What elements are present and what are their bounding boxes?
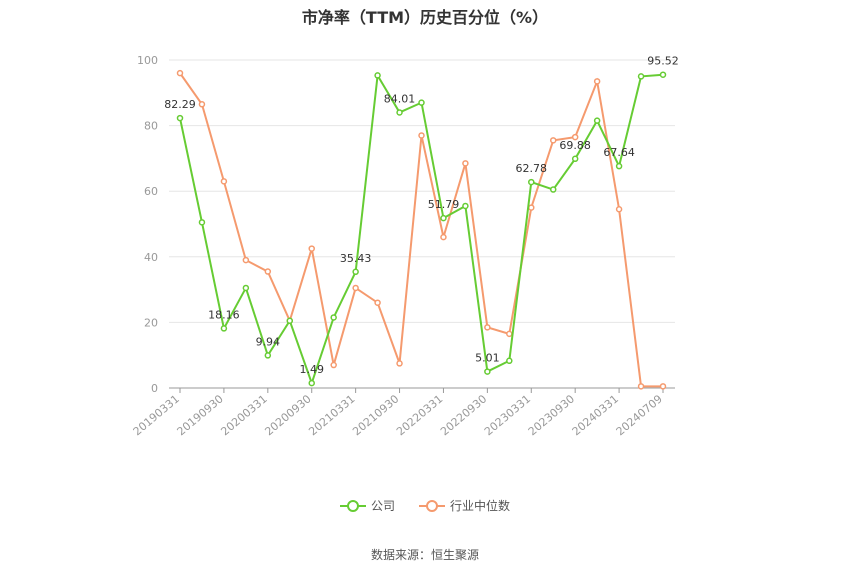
- x-tick-label: 20210331: [306, 392, 357, 438]
- data-point-company: [637, 73, 645, 80]
- y-tick-label: 0: [151, 382, 158, 395]
- legend-swatch-company: [339, 499, 366, 512]
- legend: 公司 行业中位数: [0, 497, 850, 514]
- data-point-company: [615, 162, 623, 170]
- y-tick-label: 100: [137, 54, 158, 67]
- data-point-company: [198, 219, 206, 226]
- x-tick-label: 20240709: [614, 392, 665, 438]
- data-label: 51.79: [428, 198, 460, 211]
- data-label: 95.52: [647, 55, 679, 68]
- data-label: 1.49: [299, 363, 324, 376]
- y-tick-label: 40: [144, 251, 158, 264]
- data-point-company: [330, 314, 337, 321]
- x-tick-label: 20230331: [482, 392, 533, 438]
- data-point-company: [220, 325, 228, 332]
- data-point-company: [528, 178, 535, 186]
- series-line-company: [179, 72, 664, 387]
- x-tick-label: 20240331: [570, 392, 621, 438]
- data-point-industry: [176, 69, 184, 77]
- data-label: 18.16: [208, 308, 240, 321]
- data-point-industry: [198, 101, 206, 108]
- legend-item-industry[interactable]: 行业中位数: [419, 497, 510, 514]
- chart-title: 市净率（TTM）历史百分位（%）: [301, 8, 549, 27]
- grid-lines: [169, 59, 675, 323]
- data-point-industry: [396, 360, 403, 367]
- x-tick-label: 20200331: [218, 392, 269, 438]
- data-point-company: [374, 72, 381, 79]
- data-point-industry: [615, 205, 623, 213]
- data-point-company: [593, 117, 601, 124]
- data-point-company: [264, 352, 272, 359]
- data-label: 9.94: [256, 335, 281, 348]
- data-point-company: [571, 155, 579, 163]
- x-tick-label: 20190331: [131, 392, 182, 438]
- data-point-industry: [352, 284, 359, 292]
- legend-swatch-industry: [419, 499, 445, 512]
- data-point-company: [176, 114, 184, 122]
- data-point-company: [484, 368, 491, 375]
- data-point-industry: [220, 178, 228, 185]
- data-point-company: [418, 99, 425, 106]
- legend-item-company[interactable]: 公司: [339, 497, 395, 514]
- data-point-industry: [462, 160, 469, 167]
- data-label: 67.64: [603, 146, 635, 159]
- x-tick-label: 20230930: [526, 392, 577, 438]
- data-point-company: [659, 71, 667, 78]
- data-point-industry: [659, 383, 667, 390]
- y-tick-label: 80: [144, 120, 158, 133]
- data-point-company: [549, 186, 557, 193]
- data-point-industry: [308, 245, 315, 252]
- y-tick-label: 20: [144, 316, 158, 329]
- data-point-company: [462, 202, 469, 210]
- x-tick-label: 20190930: [175, 392, 226, 438]
- data-point-company: [352, 268, 359, 276]
- data-point-company: [506, 357, 513, 365]
- x-tick-label: 20210930: [350, 392, 401, 438]
- data-labels: 82.29 18.16 9.94 1.49 35.43 84.01 51.79 5.01 62.…: [164, 55, 679, 376]
- x-tick-label: 20220930: [438, 392, 489, 438]
- data-label: 62.78: [516, 162, 548, 175]
- data-point-industry: [571, 133, 579, 141]
- data-point-industry: [264, 268, 272, 275]
- data-point-industry: [330, 361, 337, 369]
- data-point-industry: [418, 132, 425, 139]
- data-label: 84.01: [384, 92, 416, 105]
- data-label: 82.29: [164, 98, 196, 111]
- data-point-company: [396, 109, 403, 116]
- series-line-industry: [179, 72, 663, 388]
- data-point-company: [242, 284, 250, 292]
- data-point-company: [286, 317, 294, 325]
- data-point-industry: [593, 78, 601, 85]
- data-point-industry: [242, 256, 250, 264]
- legend-label-company: 公司: [370, 499, 395, 513]
- data-point-company: [308, 379, 315, 387]
- data-point-industry: [484, 324, 491, 331]
- data-label: 69.88: [559, 139, 591, 152]
- x-tick-label: 20220331: [394, 392, 445, 438]
- data-point-industry: [549, 137, 557, 144]
- data-point-industry: [374, 299, 381, 306]
- data-point-industry: [440, 233, 447, 241]
- series-lines: [176, 69, 667, 390]
- y-tick-label: 60: [144, 185, 158, 198]
- data-label: 35.43: [340, 252, 372, 265]
- data-point-industry: [528, 204, 535, 211]
- data-source: 数据来源：恒生聚源: [370, 548, 479, 562]
- data-point-industry: [506, 330, 513, 338]
- data-point-industry: [637, 383, 645, 390]
- x-tick-label: 20200930: [262, 392, 313, 438]
- legend-label-industry: 行业中位数: [450, 499, 511, 513]
- data-label: 5.01: [475, 352, 500, 365]
- data-point-company: [440, 214, 447, 222]
